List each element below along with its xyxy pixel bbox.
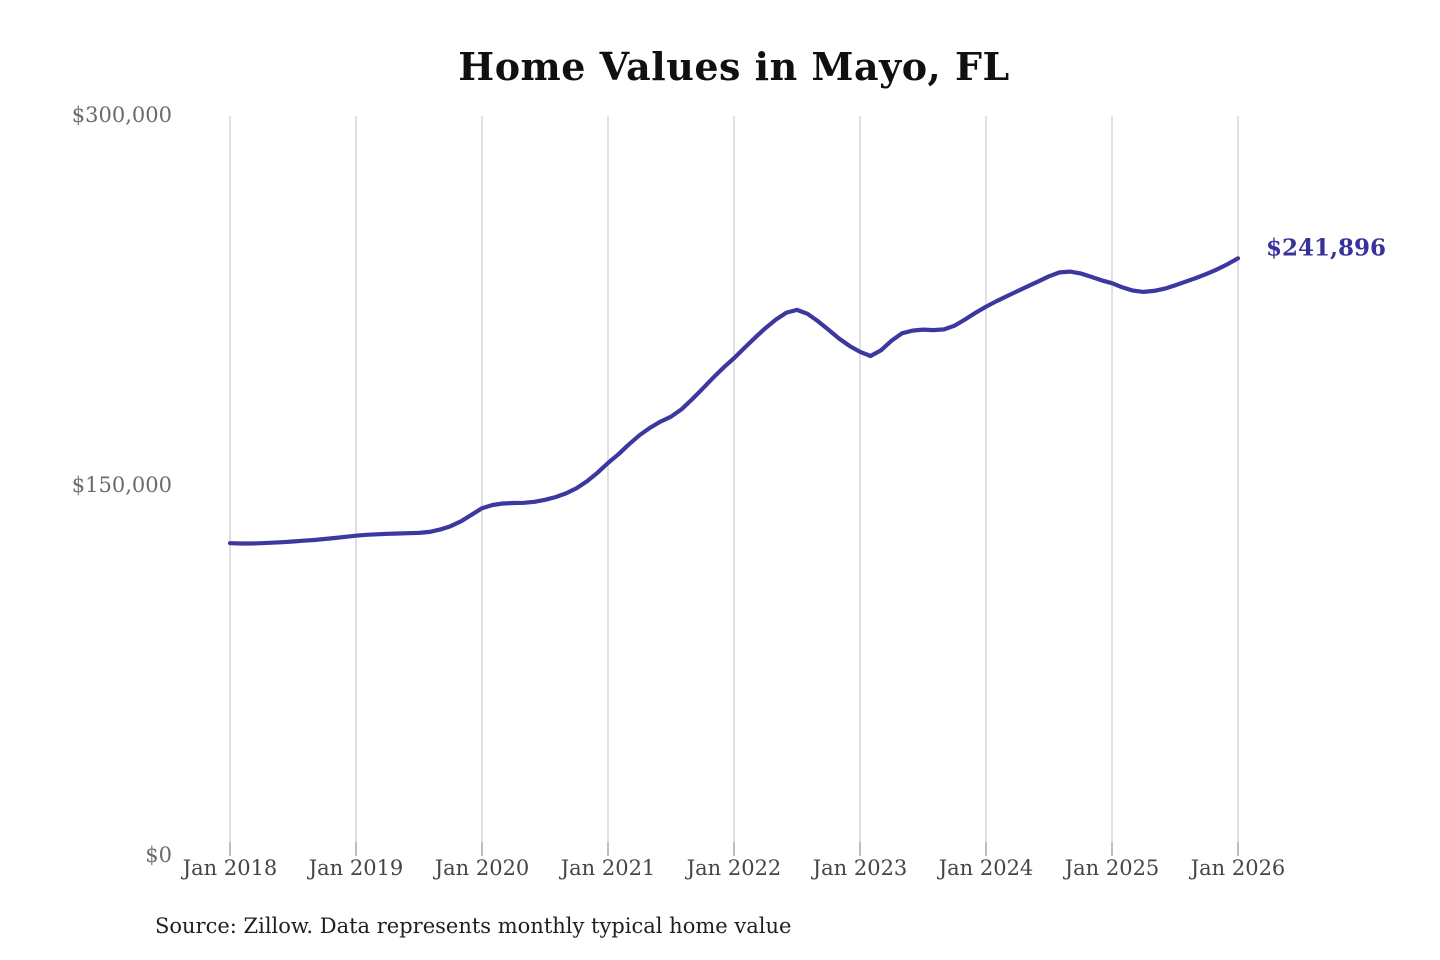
y-tick-label: $0: [145, 843, 172, 867]
latest-value-label: $241,896: [1266, 234, 1387, 262]
y-tick-label: $150,000: [71, 473, 172, 497]
home-value-line: [227, 256, 1241, 546]
x-tick-label: Jan 2022: [686, 856, 782, 880]
x-tick-label: Jan 2024: [938, 856, 1034, 880]
x-tick-label: Jan 2018: [182, 856, 278, 880]
chart-title: Home Values in Mayo, FL: [458, 44, 1010, 89]
x-tick-label: Jan 2023: [812, 856, 908, 880]
x-tick-label: Jan 2026: [1190, 856, 1286, 880]
x-tick-label: Jan 2020: [434, 856, 530, 880]
x-tick-label: Jan 2021: [560, 856, 656, 880]
x-tick-label: Jan 2019: [308, 856, 404, 880]
source-note: Source: Zillow. Data represents monthly …: [155, 914, 792, 938]
x-tick-label: Jan 2025: [1064, 856, 1160, 880]
y-tick-label: $300,000: [71, 103, 172, 127]
